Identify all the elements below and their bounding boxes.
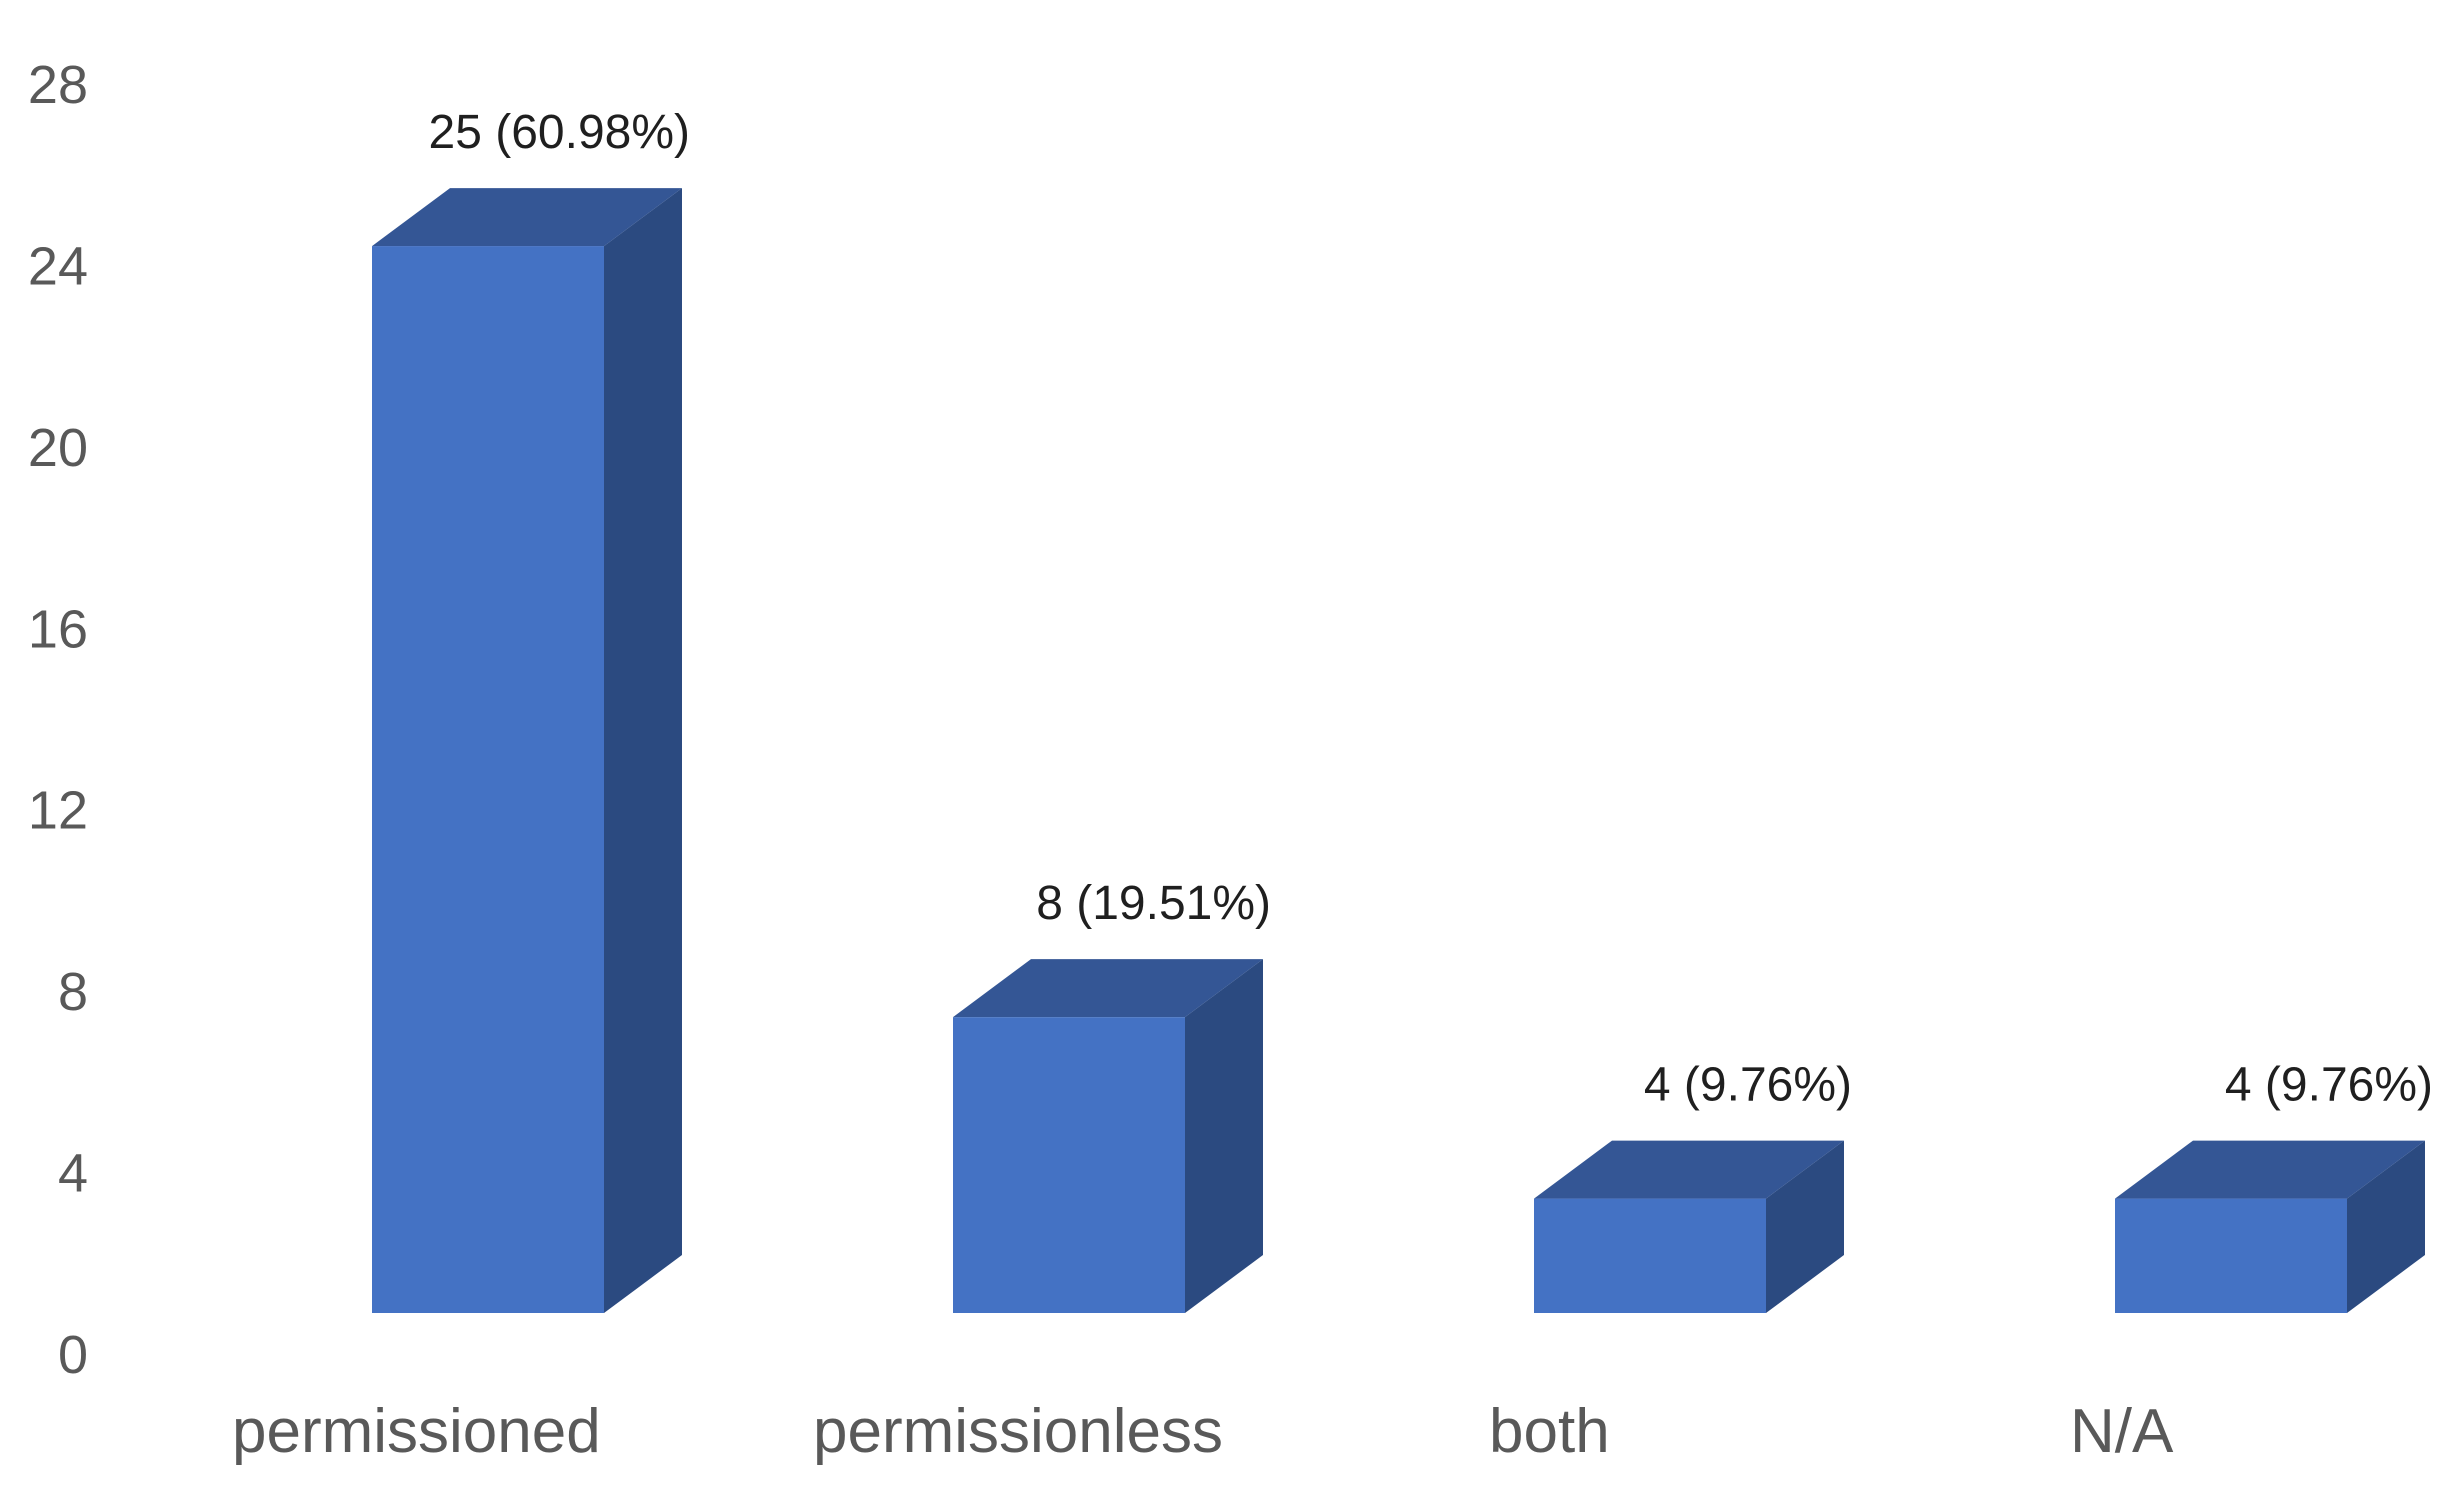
y-tick-label: 0 [58,1325,88,1385]
bar-top-face [372,188,682,247]
data-label: 8 (19.51%) [1036,877,1271,930]
bar-n-a [2115,1140,2425,1313]
bar-front-face [2115,1198,2347,1313]
y-axis: 0 4 8 12 16 20 24 28 [28,55,88,1385]
y-tick-label: 4 [58,1144,88,1204]
bar-front-face [372,246,604,1314]
bar-side-face [1185,959,1263,1313]
y-tick-label: 28 [28,55,88,115]
x-category-label: permissionless [813,1397,1223,1466]
bar-top-face [1534,1140,1844,1199]
bar-side-face [2347,1140,2425,1313]
y-tick-label: 12 [28,781,88,841]
x-category-label: N/A [2070,1397,2174,1466]
bar-both [1534,1140,1844,1313]
bar-front-face [1534,1198,1766,1313]
x-category-label: both [1489,1397,1610,1466]
bar-top-face [953,959,1263,1018]
y-tick-label: 8 [58,962,88,1022]
x-axis: permissioned permissionless both N/A [232,1397,2174,1466]
bar-side-face [1766,1140,1844,1313]
data-label: 4 (9.76%) [1644,1059,1852,1112]
data-labels: 25 (60.98%) 8 (19.51%) 4 (9.76%) 4 (9.76%) [429,106,2434,1112]
bar-top-face [2115,1140,2425,1199]
y-tick-label: 16 [28,599,88,659]
bar-side-face [604,188,682,1314]
y-tick-label: 24 [28,236,88,296]
bar-permissionless [953,959,1263,1313]
bar-series [372,188,2425,1314]
bar-permissioned [372,188,682,1314]
bar-front-face [953,1017,1185,1313]
data-label: 25 (60.98%) [429,106,691,159]
y-tick-label: 20 [28,418,88,478]
data-label: 4 (9.76%) [2225,1059,2433,1112]
x-category-label: permissioned [232,1397,601,1466]
